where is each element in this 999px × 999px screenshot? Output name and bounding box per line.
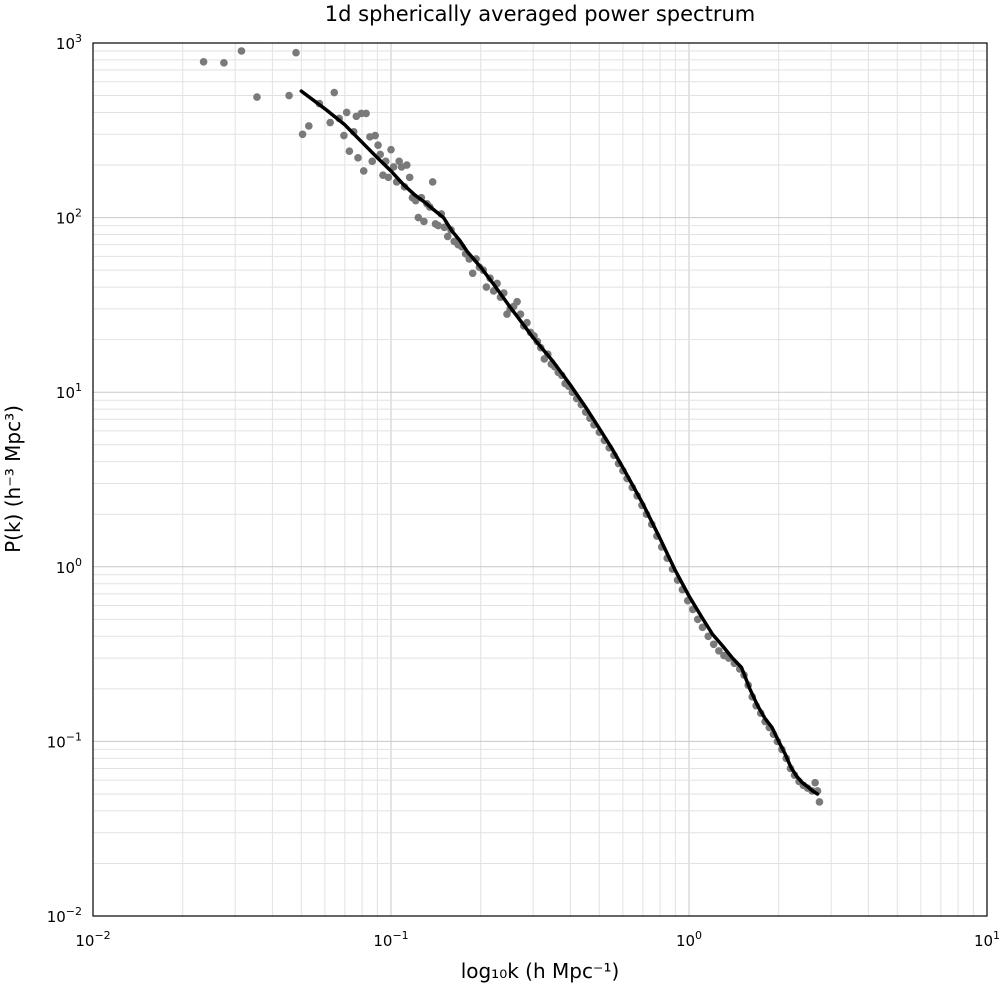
- x-tick-label: 10−2: [75, 929, 110, 950]
- data-point: [414, 213, 423, 222]
- data-point: [715, 647, 723, 655]
- data-point: [298, 130, 307, 139]
- y-axis-label: P(k) (h⁻³ Mpc³): [1, 405, 25, 553]
- data-point: [292, 48, 300, 57]
- data-point: [340, 131, 348, 140]
- data-point: [220, 59, 228, 67]
- data-point: [428, 178, 437, 186]
- y-axis-ticks: 10−2 10−1 100 101 102 103: [47, 32, 82, 926]
- data-point: [811, 778, 819, 787]
- y-tick-label: 100: [56, 556, 82, 577]
- x-axis-label: log₁₀k (h Mpc⁻¹): [461, 959, 620, 983]
- chart-title: 1d spherically averaged power spectrum: [325, 2, 755, 26]
- data-point: [443, 232, 452, 241]
- data-point: [285, 91, 293, 100]
- data-point: [384, 173, 393, 182]
- data-point: [440, 223, 449, 232]
- data-point: [405, 173, 414, 182]
- grid: [92, 43, 987, 917]
- data-point: [359, 167, 368, 175]
- data-point: [253, 93, 261, 101]
- x-tick-label: 10−1: [373, 929, 408, 950]
- y-tick-label: 103: [56, 32, 82, 53]
- data-point: [342, 108, 351, 117]
- data-point: [698, 623, 707, 632]
- data-point: [434, 221, 442, 230]
- y-tick-label: 102: [56, 207, 82, 228]
- fit-line-series: [299, 89, 820, 796]
- data-point: [368, 157, 377, 166]
- data-point: [330, 88, 339, 97]
- data-point: [693, 615, 702, 624]
- data-point: [371, 131, 379, 140]
- data-point: [709, 640, 718, 649]
- y-tick-label: 10−2: [47, 905, 82, 926]
- data-point: [420, 217, 428, 226]
- data-point: [513, 297, 521, 306]
- y-tick-label: 101: [56, 381, 82, 402]
- data-point: [199, 58, 208, 66]
- data-point: [815, 798, 824, 806]
- data-point: [468, 269, 477, 278]
- fit-line: [299, 89, 820, 796]
- data-point: [403, 161, 411, 169]
- data-point: [704, 632, 713, 641]
- data-point: [362, 109, 370, 118]
- plot-frame: [92, 42, 988, 917]
- data-point: [387, 145, 395, 154]
- y-tick-label: 10−1: [47, 730, 82, 751]
- x-tick-label: 101: [974, 929, 999, 950]
- x-tick-label: 100: [676, 929, 702, 950]
- data-point: [389, 163, 398, 171]
- data-point: [345, 147, 354, 156]
- data-point: [482, 283, 491, 291]
- data-point: [326, 118, 334, 127]
- data-point: [354, 154, 362, 162]
- x-axis-ticks: 10−2 10−1 100 101: [75, 929, 999, 950]
- data-point: [237, 47, 246, 55]
- data-point: [374, 141, 382, 149]
- data-point: [305, 122, 313, 130]
